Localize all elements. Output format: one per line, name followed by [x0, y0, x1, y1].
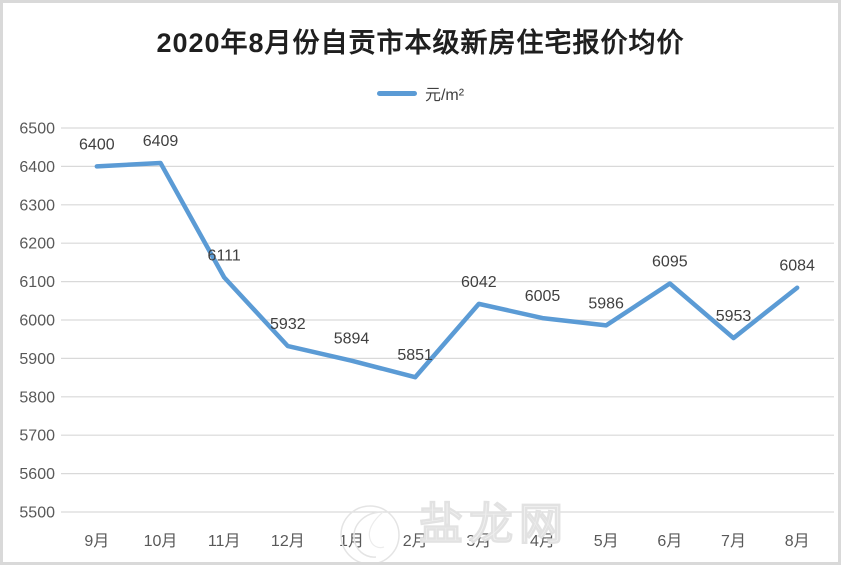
data-point-label: 5932: [270, 316, 306, 333]
data-point-label: 5986: [588, 295, 624, 312]
data-point-label: 6042: [461, 274, 497, 291]
x-tick-label: 12月: [271, 533, 305, 550]
chart-canvas: 5500 5600 5700 5800 5900 6000 6100 6200 6300 6400…: [19, 121, 834, 550]
y-tick-label: 5700: [19, 428, 55, 445]
x-tick-label: 4月: [530, 533, 555, 550]
y-tick-label: 6500: [19, 121, 55, 138]
chart-title: 2020年8月份自贡市本级新房住宅报价均价: [156, 28, 685, 58]
data-point-label: 6005: [525, 288, 561, 305]
data-point-label: 6111: [208, 247, 241, 264]
data-point-label: 5894: [334, 331, 370, 348]
y-tick-label: 6300: [19, 197, 55, 214]
data-point-label: 6084: [779, 258, 815, 275]
data-point-label: 6409: [143, 133, 179, 150]
x-tick-label: 5月: [594, 533, 619, 550]
x-tick-label: 10月: [144, 533, 178, 550]
y-tick-label: 6200: [19, 236, 55, 253]
data-point-label: 5851: [397, 347, 433, 364]
series-line: [94, 160, 800, 380]
y-tick-label: 5800: [19, 389, 55, 406]
x-tick-label: 7月: [721, 533, 746, 550]
y-tick-label: 5500: [19, 505, 55, 522]
x-tick-label: 11月: [208, 533, 241, 550]
data-point-label: 5953: [716, 308, 752, 325]
x-tick-label: 2月: [403, 533, 428, 550]
data-point-label: 6400: [79, 136, 115, 153]
y-tick-label: 6400: [19, 159, 55, 176]
y-tick-label: 5900: [19, 351, 55, 368]
x-tick-label: 3月: [466, 533, 491, 550]
y-tick-label: 6100: [19, 274, 55, 291]
y-tick-label: 5600: [19, 466, 55, 483]
data-point-label: 6095: [652, 254, 688, 271]
x-tick-label: 8月: [785, 533, 810, 550]
legend: 元/m²: [3, 81, 838, 105]
legend-line-swatch: [376, 90, 417, 96]
x-tick-label: 6月: [657, 533, 682, 550]
x-tick-label: 9月: [84, 533, 109, 550]
legend-label: 元/m²: [424, 87, 465, 104]
y-tick-label: 6000: [19, 313, 55, 330]
x-tick-label: 1月: [339, 533, 364, 550]
